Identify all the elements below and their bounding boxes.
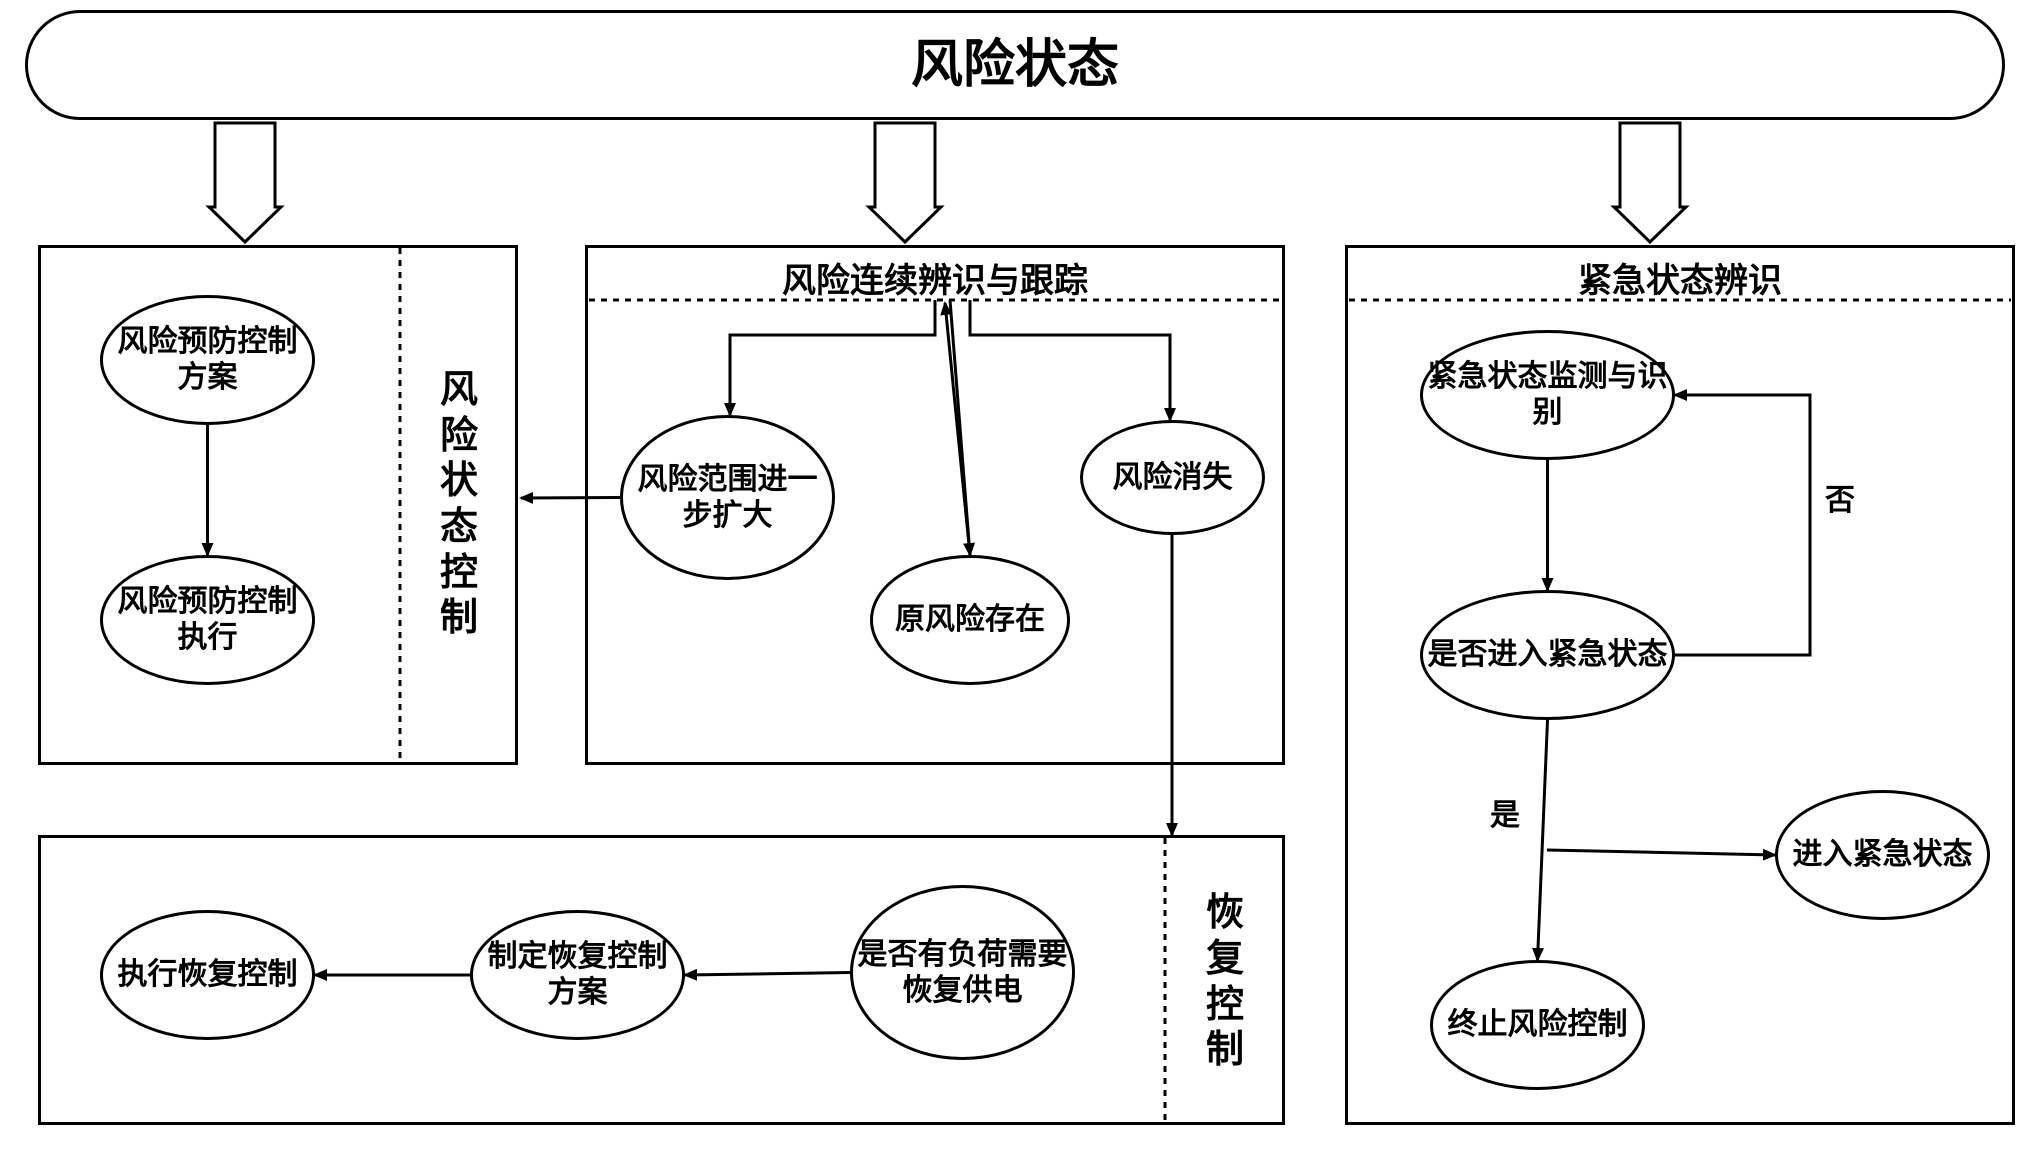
prevent-plan-label: 风险预防控制方案: [103, 324, 312, 396]
node-terminate: 终止风险控制: [1430, 960, 1645, 1090]
expand-label: 风险范围进一步扩大: [623, 462, 832, 534]
enter-state-label: 进入紧急状态: [1793, 837, 1973, 873]
node-enter-state: 进入紧急状态: [1775, 790, 1990, 920]
diagram-canvas: { "canvas": { "width": 2043, "height": 1…: [0, 0, 2043, 1161]
monitor-label: 紧急状态监测与识别: [1423, 359, 1672, 431]
prevent-exec-label: 风险预防控制执行: [103, 584, 312, 656]
panel-risk-control-label: 风险状态控制: [400, 295, 518, 715]
enter-q-label: 是否进入紧急状态: [1428, 637, 1668, 673]
node-need-recover: 是否有负荷需要恢复供电: [850, 885, 1075, 1060]
node-prevent-exec: 风险预防控制执行: [100, 555, 315, 685]
panel-recovery-label: 恢复控制: [1165, 860, 1285, 1105]
node-original: 原风险存在: [870, 555, 1070, 685]
original-label: 原风险存在: [895, 602, 1045, 638]
node-prevent-plan: 风险预防控制方案: [100, 295, 315, 425]
terminate-label: 终止风险控制: [1448, 1007, 1628, 1043]
edge-label-no: 否: [1825, 475, 1855, 519]
exec-recover-label: 执行恢复控制: [118, 957, 298, 993]
panel-risk-tracking-header: 风险连续辨识与跟踪: [585, 253, 1285, 302]
node-exec-recover: 执行恢复控制: [100, 910, 315, 1040]
panel-emergency-header: 紧急状态辨识: [1345, 253, 2015, 302]
node-enter-q: 是否进入紧急状态: [1420, 590, 1675, 720]
node-expand: 风险范围进一步扩大: [620, 415, 835, 580]
root-node: 风险状态: [25, 10, 2005, 120]
node-make-recover: 制定恢复控制方案: [470, 910, 685, 1040]
edge-label-yes: 是: [1490, 790, 1520, 834]
node-disappear: 风险消失: [1080, 420, 1265, 535]
disappear-label: 风险消失: [1113, 460, 1233, 496]
node-monitor: 紧急状态监测与识别: [1420, 330, 1675, 460]
make-recover-label: 制定恢复控制方案: [473, 939, 682, 1011]
need-recover-label: 是否有负荷需要恢复供电: [853, 937, 1072, 1009]
root-label: 风险状态: [911, 34, 1119, 96]
